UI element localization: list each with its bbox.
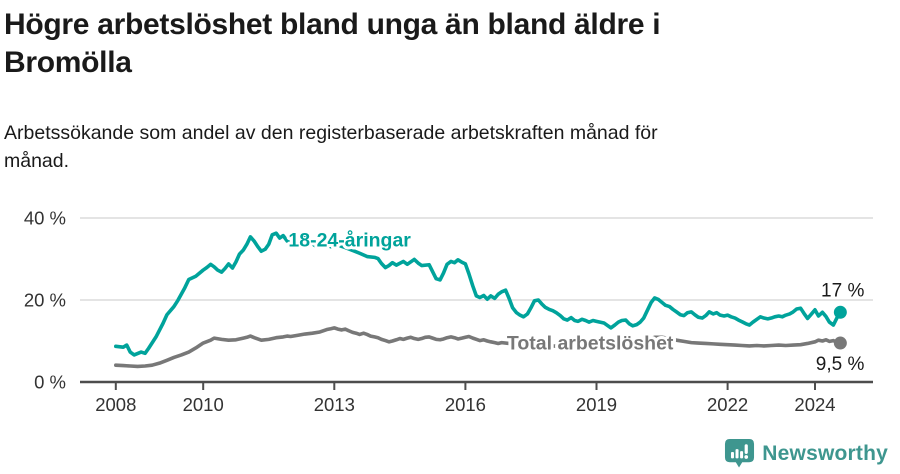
x-axis-tick-label: 2008 bbox=[95, 394, 136, 415]
series-end-value-label: 9,5 % bbox=[816, 354, 865, 375]
chart-subtitle-line1: Arbetssökande som andel av den registerb… bbox=[4, 122, 658, 144]
series-label: 18-24-åringar bbox=[288, 228, 411, 251]
x-axis-tick-label: 2019 bbox=[576, 394, 617, 415]
x-axis-tick-label: 2010 bbox=[183, 394, 224, 415]
brand-footer: Newsworthy bbox=[724, 438, 888, 469]
page-title-line1: Högre arbetslöshet bland unga än bland ä… bbox=[4, 8, 661, 41]
x-axis-tick-label: 2022 bbox=[707, 394, 748, 415]
y-axis-tick-label: 0 % bbox=[34, 372, 66, 393]
chart-subtitle-line2: månad. bbox=[4, 150, 70, 173]
unemployment-line-chart: 0 % 20 % 40 % 2008 2010 2013 2016 2019 2022 2024 T… bbox=[0, 190, 900, 430]
line-chart-canvas: 0 % 20 % 40 % 2008 2010 2013 2016 2019 2022 2024 T… bbox=[24, 208, 873, 415]
series-line bbox=[114, 326, 843, 369]
series-end-dot bbox=[833, 305, 847, 319]
brand-wordmark: Newsworthy bbox=[762, 441, 888, 465]
page-title: Högre arbetslöshet bland unga än bland ä… bbox=[4, 6, 864, 83]
y-axis-tick-label: 40 % bbox=[24, 208, 66, 229]
x-axis-tick-label: 2016 bbox=[445, 394, 486, 415]
x-axis-tick-label: 2013 bbox=[314, 394, 355, 415]
chart-subtitle: Arbetssökande som andel av den registerb… bbox=[4, 119, 864, 176]
page-title-line2: Bromölla bbox=[4, 46, 132, 80]
series-end-dot bbox=[833, 336, 847, 350]
series-end-value-label: 17 % bbox=[821, 280, 864, 301]
series-line bbox=[114, 231, 843, 357]
newsworthy-pin-barchart-icon bbox=[725, 438, 755, 468]
y-axis-tick-label: 20 % bbox=[24, 290, 66, 311]
series-label: Total arbetslöshet bbox=[507, 333, 674, 355]
x-axis-tick-label: 2024 bbox=[794, 394, 835, 415]
